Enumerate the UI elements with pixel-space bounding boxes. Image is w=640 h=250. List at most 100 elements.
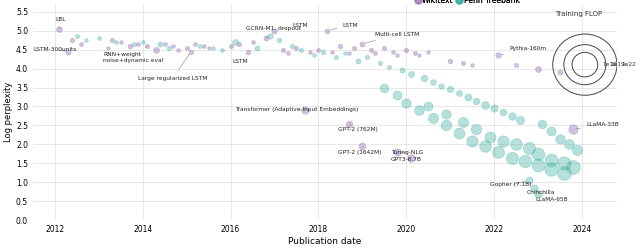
Point [423,50,433,54]
Point [467,63,477,67]
Text: GCRN-M1, dropout: GCRN-M1, dropout [246,26,301,38]
Point [546,167,556,171]
Point [529,186,539,190]
Point [506,114,516,118]
Text: GPT-2 (762M): GPT-2 (762M) [338,124,378,132]
Point [445,88,455,92]
Point [428,116,438,120]
Text: Turing-NLG: Turing-NLG [391,150,423,155]
Text: 1e22: 1e22 [621,62,637,67]
Point [111,40,122,44]
Point [357,144,367,148]
Point [155,42,165,46]
Point [340,52,350,56]
Point [428,80,438,84]
Point [322,29,332,33]
Point [199,44,209,48]
Legend: Wikitext, Penn Treebank: Wikitext, Penn Treebank [413,0,523,8]
Point [173,48,183,52]
Text: LSTM: LSTM [233,54,248,64]
Point [313,48,323,52]
Point [454,91,464,95]
Point [116,40,126,44]
Point [493,53,504,57]
Point [568,127,578,131]
Point [379,46,389,50]
Point [559,171,570,175]
Point [419,76,429,80]
Point [335,44,346,48]
Text: Multi-cell LSTM: Multi-cell LSTM [365,32,420,43]
Point [445,59,455,63]
Point [168,44,179,48]
Point [524,178,534,182]
Point [243,50,253,54]
Point [269,29,280,33]
Point [506,156,516,160]
Point [133,42,143,46]
Point [357,42,367,46]
Point [107,38,117,42]
Point [406,156,416,160]
Point [159,42,170,46]
Y-axis label: Log perplexity: Log perplexity [4,82,13,142]
Point [471,127,481,131]
Point [533,66,543,70]
Point [300,108,310,112]
Point [564,142,574,146]
Point [217,48,227,52]
Text: Chinchilla: Chinchilla [527,190,556,196]
Point [305,50,315,54]
Point [546,129,556,133]
Text: 1e16: 1e16 [602,62,617,67]
Text: LLaMA-65B: LLaMA-65B [536,194,568,202]
Point [208,46,218,50]
Point [252,46,262,50]
Point [414,53,424,57]
Text: Gopher (7.1B): Gopher (7.1B) [490,181,531,188]
Point [124,44,134,48]
Text: Pythia-160m: Pythia-160m [501,46,547,55]
Point [440,124,451,128]
Point [265,34,275,38]
Point [317,50,328,54]
Point [287,44,297,48]
Point [436,84,447,88]
Point [93,36,104,40]
Point [142,44,152,48]
Text: RNN+weight
noise+dynamic eval: RNN+weight noise+dynamic eval [103,46,163,63]
Point [383,65,394,69]
Point [568,165,578,169]
Point [498,138,508,142]
Point [309,53,319,57]
Text: GPT-2 (1642M): GPT-2 (1642M) [338,146,381,155]
Point [489,106,499,110]
Point [392,93,403,97]
Point [392,53,403,57]
Text: LSTM: LSTM [277,22,308,30]
Point [326,50,337,54]
Point [379,86,389,89]
Point [67,38,77,42]
Point [164,46,174,50]
Point [480,144,490,148]
Point [195,44,205,48]
Point [63,50,73,54]
Point [484,135,495,139]
Point [555,137,565,141]
Point [296,48,306,52]
Point [493,150,504,154]
Point [138,40,148,44]
Text: LLaMA-33B: LLaMA-33B [576,122,619,129]
Point [401,48,412,52]
Point [533,192,543,196]
Point [555,70,565,74]
Point [515,118,525,122]
Point [278,48,289,52]
Point [546,158,556,162]
Point [440,112,451,116]
Point [362,55,372,59]
Point [371,52,381,56]
Point [54,27,65,31]
Point [533,163,543,167]
